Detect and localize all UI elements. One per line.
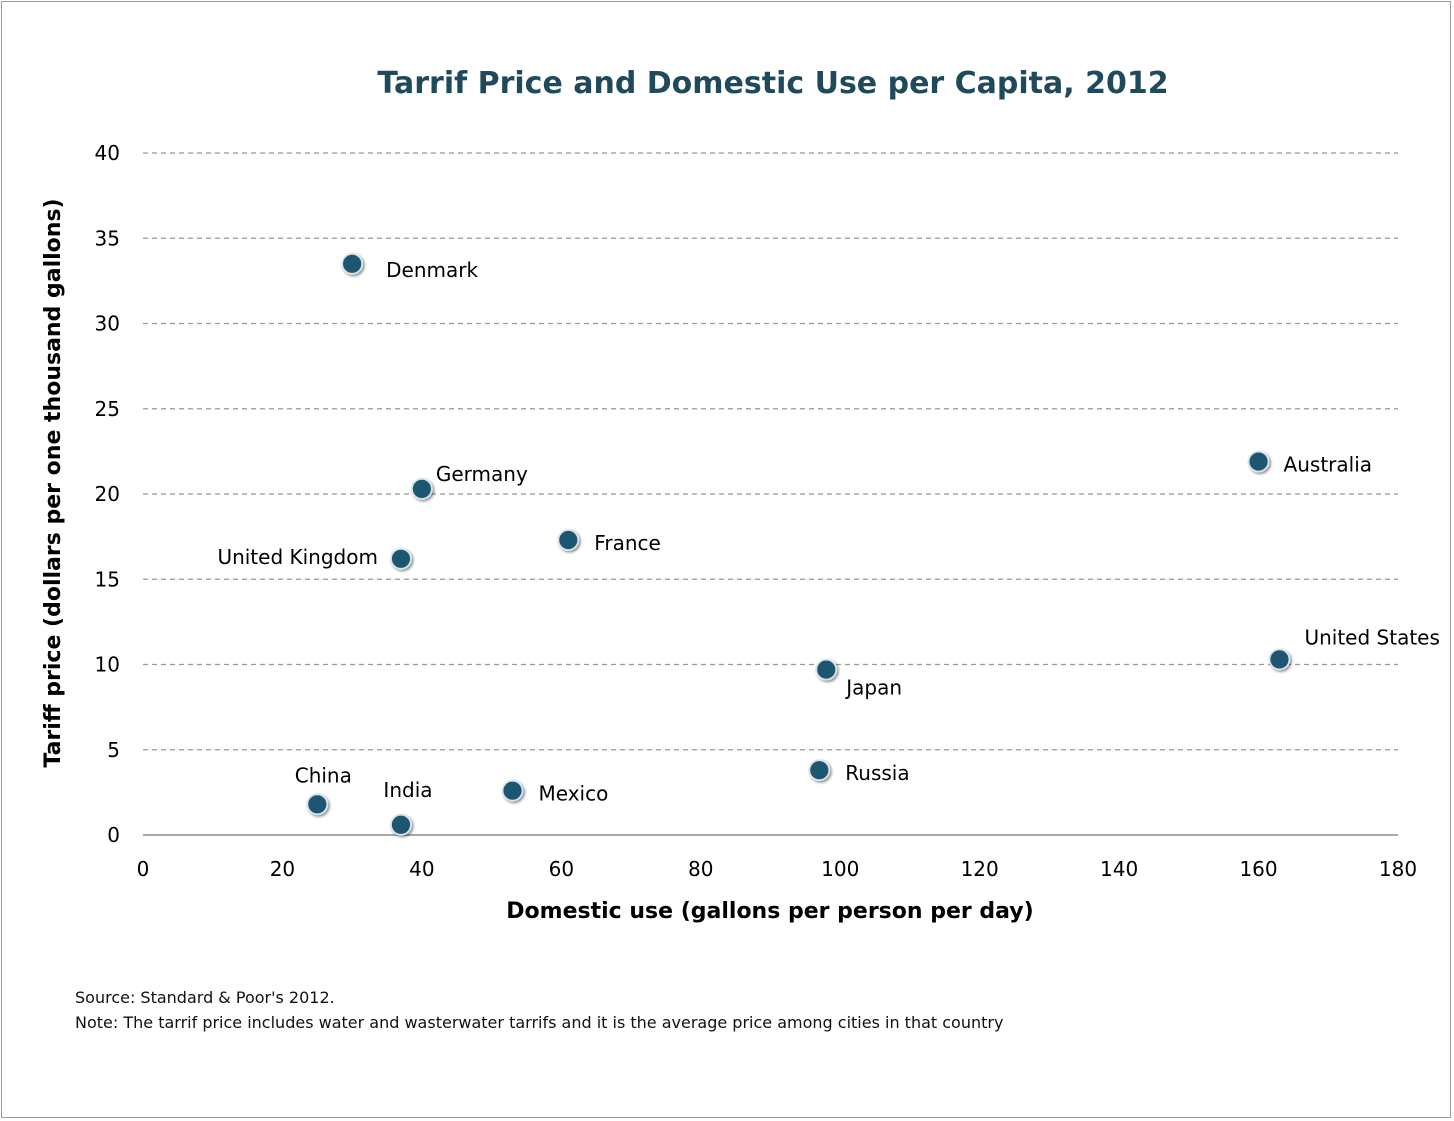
x-tick-label: 100: [821, 857, 859, 881]
y-axis-title: Tariff price (dollars per one thousand g…: [41, 198, 66, 767]
data-point: [1247, 450, 1270, 473]
y-tick-label: 25: [95, 397, 120, 421]
y-tick-label: 30: [95, 312, 120, 336]
data-point: [501, 779, 524, 802]
x-tick-label: 80: [688, 857, 713, 881]
point-label: China: [295, 763, 352, 787]
data-point: [808, 759, 831, 782]
data-points: [306, 252, 1291, 836]
data-point: [815, 658, 838, 681]
x-tick-label: 160: [1239, 857, 1277, 881]
x-tick-label: 120: [961, 857, 999, 881]
point-label: France: [594, 531, 661, 555]
point-label: Russia: [845, 761, 909, 785]
x-tick-label: 40: [409, 857, 434, 881]
point-label: Mexico: [539, 782, 609, 806]
tick-labels: 0 5 10 15 20 25 30 35 40 0 20 40 60 80 100 120 140 160 180: [95, 141, 1418, 881]
chart-title: Tarrif Price and Domestic Use per Capita…: [377, 66, 1168, 101]
y-tick-label: 5: [107, 738, 120, 762]
point-label: United States: [1304, 625, 1439, 649]
y-tick-label: 20: [95, 482, 120, 506]
data-point: [390, 813, 412, 836]
x-axis-title: Domestic use (gallons per person per day…: [506, 899, 1033, 924]
y-tick-label: 40: [95, 141, 120, 165]
point-label: Denmark: [386, 258, 478, 282]
point-label: United Kingdom: [217, 545, 378, 569]
gridlines: [143, 152, 1398, 751]
data-point: [410, 477, 433, 500]
x-tick-label: 140: [1100, 857, 1138, 881]
x-tick-label: 180: [1379, 857, 1417, 881]
point-labels: Denmark Germany United Kingdom France Austra…: [217, 258, 1439, 806]
x-tick-label: 60: [549, 857, 574, 881]
x-tick-label: 0: [137, 857, 150, 881]
data-point: [306, 793, 329, 816]
y-tick-label: 10: [95, 653, 120, 677]
y-tick-label: 35: [95, 226, 120, 250]
y-tick-label: 0: [107, 823, 120, 847]
x-tick-label: 20: [270, 857, 295, 881]
source-note: Source: Standard & Poor's 2012.: [75, 988, 335, 1007]
point-label: Australia: [1284, 453, 1372, 477]
data-point: [390, 547, 412, 570]
data-point: [341, 252, 364, 275]
data-point: [1268, 648, 1291, 671]
data-point: [557, 529, 580, 551]
tariff-note: Note: The tarrif price includes water an…: [75, 1013, 1004, 1032]
point-label: India: [383, 778, 432, 802]
point-label: Japan: [844, 676, 902, 700]
y-tick-label: 15: [95, 567, 120, 591]
point-label: Germany: [436, 462, 528, 486]
